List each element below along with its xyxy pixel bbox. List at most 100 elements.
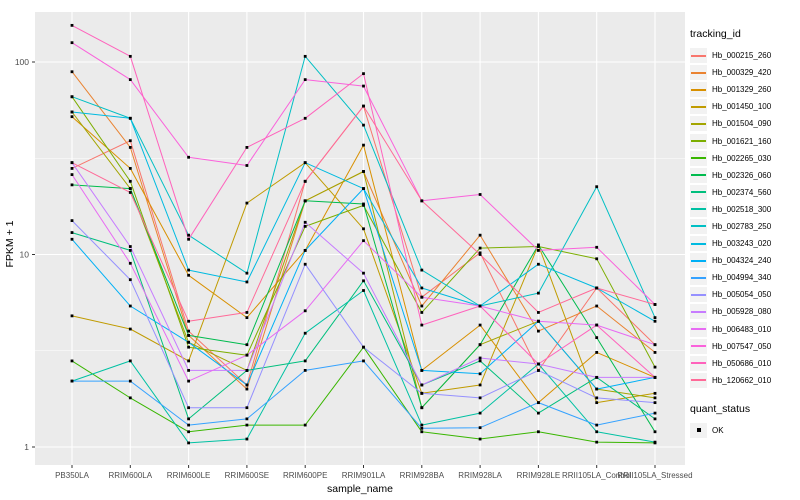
black-square-point-icon (690, 422, 707, 438)
data-point (420, 311, 424, 314)
legend-item-label: OK (712, 425, 724, 435)
data-point (595, 336, 599, 340)
data-point (128, 191, 132, 194)
data-point (187, 333, 190, 337)
data-point (303, 359, 307, 363)
data-point (187, 430, 190, 434)
x-tick-label: RRIM600SE (225, 471, 269, 480)
data-point (537, 401, 540, 405)
data-point (420, 383, 424, 387)
data-point (478, 359, 482, 363)
data-point (128, 167, 132, 170)
data-point (245, 437, 249, 441)
data-point (187, 379, 190, 383)
data-point (128, 146, 132, 149)
data-point (245, 146, 249, 149)
legend-item-label: Hb_005928_080 (712, 307, 772, 317)
legend-item-Hb_005928_080: Hb_005928_080 (690, 303, 800, 320)
data-point (70, 231, 74, 234)
legend-panel: tracking_id Hb_000215_260 Hb_000329_420 Hb… (690, 28, 800, 439)
data-point (70, 161, 74, 165)
legend-item-label: Hb_002374_560 (712, 187, 772, 197)
data-point (537, 243, 540, 247)
data-point (303, 54, 307, 58)
data-point (478, 193, 482, 196)
legend-item-Hb_006483_010: Hb_006483_010 (690, 321, 800, 338)
legend-item-label: Hb_004324_240 (712, 256, 772, 266)
legend-key-line-icon (690, 321, 707, 337)
data-point (653, 430, 657, 434)
legend-item-Hb_002265_030: Hb_002265_030 (690, 150, 800, 167)
data-point (595, 387, 599, 391)
data-point (303, 116, 307, 120)
data-point (70, 41, 74, 45)
data-point (303, 331, 307, 335)
data-point (653, 401, 657, 405)
legend-item-Hb_007547_050: Hb_007547_050 (690, 338, 800, 355)
data-point (653, 316, 657, 320)
data-point (187, 237, 190, 241)
data-point (420, 368, 424, 372)
x-tick-label: PB350LA (55, 471, 89, 480)
data-point (420, 391, 424, 395)
data-point (245, 316, 249, 320)
data-point (478, 343, 482, 347)
data-point (128, 396, 132, 400)
legend-key-line-icon (690, 150, 707, 166)
data-point (478, 437, 482, 441)
data-point (420, 199, 424, 203)
x-tick-label: RRIM600LA (109, 471, 153, 480)
legend-key-line-icon (690, 48, 707, 64)
data-point (245, 383, 249, 387)
x-axis-title: sample_name (327, 483, 393, 495)
data-point (362, 359, 365, 363)
data-point (128, 179, 132, 183)
legend-key-line-icon (690, 287, 707, 303)
data-point (537, 329, 540, 333)
data-point (595, 430, 599, 434)
legend-item-label: Hb_004994_340 (712, 273, 772, 283)
data-point (595, 401, 599, 405)
legend-key-line-icon (690, 218, 707, 234)
legend-items-tracking-id: Hb_000215_260 Hb_000329_420 Hb_001329_260 H… (690, 47, 800, 389)
legend-title-quant-status: quant_status (690, 402, 751, 415)
data-point (653, 351, 657, 354)
data-point (595, 245, 599, 249)
data-point (70, 23, 74, 27)
data-point (595, 185, 599, 189)
data-point (420, 430, 424, 434)
data-point (303, 220, 307, 224)
legend-key-line-icon (690, 133, 707, 149)
y-axis-title: FPKM + 1 (4, 220, 16, 268)
data-point (362, 239, 365, 243)
data-point (478, 396, 482, 400)
data-point (303, 262, 307, 266)
data-point (478, 426, 482, 430)
legend-key-line-icon (690, 236, 707, 252)
data-point (187, 340, 190, 344)
legend-key-line-icon (690, 65, 707, 81)
data-point (128, 261, 132, 265)
data-point (362, 72, 365, 76)
data-point (70, 115, 74, 119)
x-tick-label: RRIM600LE (167, 471, 211, 480)
data-point (420, 423, 424, 427)
data-point (595, 286, 599, 290)
x-tick-label: RRIM901LA (342, 471, 386, 480)
legend-key-line-icon (690, 201, 707, 217)
data-point (303, 423, 307, 427)
data-point (245, 387, 249, 391)
data-point (187, 406, 190, 410)
legend-item-label: Hb_001504_090 (712, 119, 772, 129)
legend-key-line-icon (690, 338, 707, 354)
data-point (128, 139, 132, 143)
data-point (70, 314, 74, 318)
legend-key-line-icon (690, 116, 707, 132)
y-tick-label: 100 (15, 57, 29, 67)
data-point (595, 375, 599, 379)
data-point (128, 78, 132, 82)
data-point (303, 309, 307, 313)
data-point (478, 323, 482, 327)
data-point (303, 249, 307, 252)
